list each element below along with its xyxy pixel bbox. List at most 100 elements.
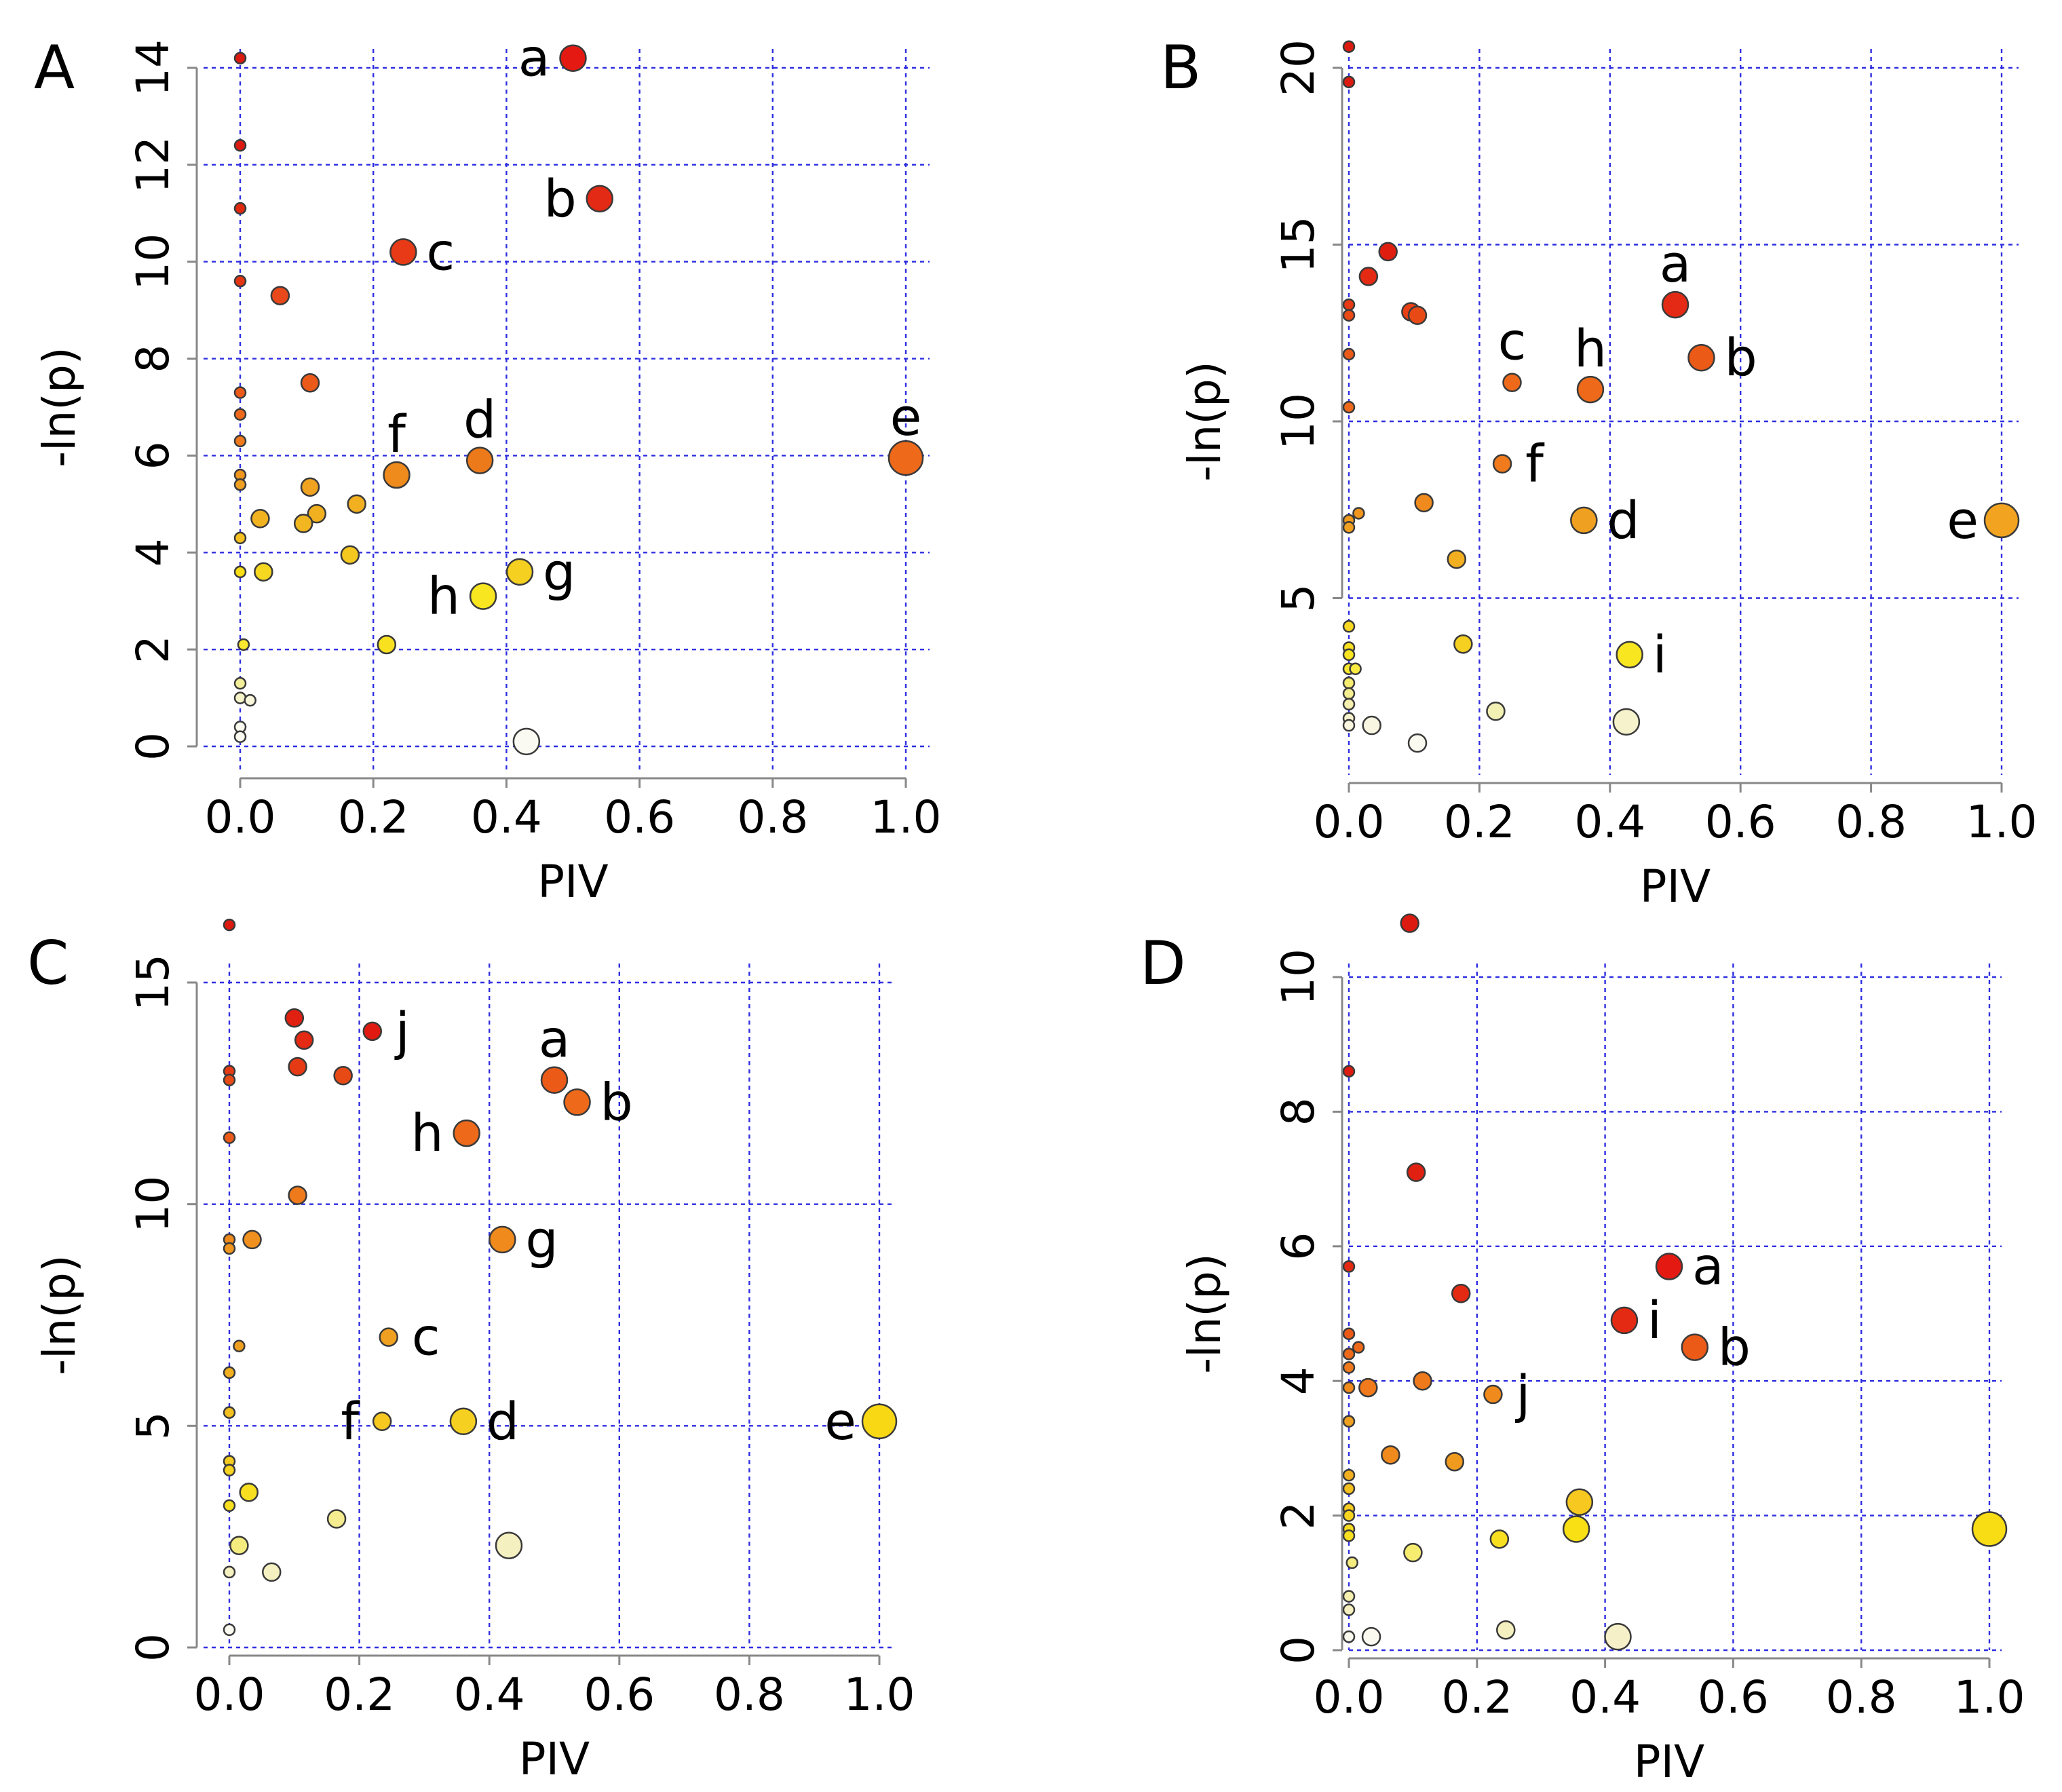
data-point: [223, 1464, 236, 1476]
x-tick-label: 0.0: [194, 1669, 265, 1721]
data-point: [1451, 1283, 1471, 1303]
data-point: [1407, 733, 1428, 753]
panel-letter: C: [27, 928, 69, 998]
y-tick-label: 0: [127, 1633, 179, 1662]
panel-letter: B: [1160, 33, 1201, 102]
data-point: [233, 408, 247, 421]
data-point: [377, 634, 397, 655]
data-point: [233, 434, 247, 448]
data-point: [449, 1407, 478, 1436]
x-tick-label: 1.0: [871, 791, 942, 843]
point-label: b: [1724, 327, 1757, 387]
data-point: [340, 545, 360, 565]
point-label: g: [543, 541, 575, 602]
data-point: [288, 1185, 307, 1205]
data-point: [250, 509, 270, 529]
data-point: [1414, 493, 1434, 513]
x-tick-label: 0.4: [454, 1669, 525, 1721]
x-tick-label: 0.4: [471, 791, 542, 843]
x-tick-label: 0.2: [324, 1669, 395, 1721]
data-point: [1655, 1253, 1683, 1280]
data-point: [1604, 1622, 1632, 1651]
x-tick-label: 0.4: [1569, 1671, 1641, 1723]
y-axis-title: -ln(p): [33, 1255, 85, 1375]
panel-a: A 0.0 0.2 0.4 0.6 0.8 1.0 0 2 4 6 8 10 12 14 PIV -ln(p) a…: [33, 28, 941, 908]
y-tick-label: 2: [1272, 1502, 1324, 1530]
x-tick-label: 1.0: [1966, 796, 2038, 848]
data-point: [379, 1327, 398, 1347]
x-tick-label: 0.6: [584, 1669, 655, 1721]
x-axis-title: PIV: [1634, 1736, 1704, 1788]
point-label: a: [518, 28, 550, 88]
point-label: a: [539, 1009, 571, 1069]
data-point: [233, 565, 247, 579]
data-point: [563, 1088, 591, 1116]
data-point: [233, 139, 247, 152]
data-point: [1352, 1341, 1365, 1354]
y-axis-title: -ln(p): [33, 347, 85, 467]
y-tick-label: 12: [127, 136, 179, 193]
data-point: [495, 1531, 523, 1559]
panel-c: C 0.0 0.2 0.4 0.6 0.8 1.0 0 5 10 15 PIV -ln(p) ab cd e f…: [27, 918, 915, 1785]
data-point: [1342, 619, 1356, 633]
data-point: [223, 1565, 236, 1579]
point-label: a: [1692, 1236, 1724, 1297]
data-point: [233, 531, 247, 545]
x-tick-label: 0.4: [1574, 796, 1645, 848]
point-label: j: [1514, 1364, 1530, 1424]
x-axis-title: PIV: [1640, 860, 1711, 913]
data-point: [1345, 1556, 1358, 1569]
y-tick-label: 5: [1272, 584, 1324, 613]
y-tick-label: 10: [127, 1176, 179, 1233]
data-point: [233, 676, 247, 690]
data-point: [233, 478, 247, 491]
data-point: [1378, 242, 1398, 262]
data-point: [239, 1483, 259, 1502]
data-point: [861, 1403, 898, 1440]
y-tick-label: 20: [1272, 39, 1324, 96]
point-label: c: [412, 1307, 440, 1367]
panel-d: D 0.0 0.2 0.4 0.6 0.8 1.0 0 2 4 6 8 10 PIV -ln(p) abi j: [1140, 913, 2025, 1788]
data-point: [288, 1056, 307, 1077]
point-label: i: [1653, 624, 1667, 685]
data-point: [223, 1406, 236, 1419]
data-point: [244, 693, 256, 707]
data-point: [465, 446, 494, 474]
data-point: [1445, 1451, 1465, 1472]
point-label: c: [1498, 311, 1527, 372]
data-point: [469, 582, 497, 610]
y-tick-label: 0: [1272, 1636, 1324, 1664]
data-point: [1342, 1415, 1356, 1428]
panel-letter: A: [34, 33, 75, 102]
data-point: [1342, 676, 1356, 689]
data-point: [1612, 708, 1641, 736]
data-point: [1342, 1348, 1356, 1360]
data-point: [254, 562, 273, 582]
point-label: b: [1718, 1317, 1751, 1377]
data-point: [505, 558, 534, 586]
data-point: [223, 1499, 236, 1512]
y-axis-title: -ln(p): [1179, 361, 1231, 481]
y-tick-label: 0: [127, 732, 179, 761]
y-tick-label: 4: [1272, 1367, 1324, 1395]
data-point: [233, 275, 247, 288]
point-label: i: [1647, 1290, 1662, 1350]
data-point: [1406, 1162, 1426, 1182]
data-point: [262, 1562, 282, 1582]
point-label: j: [394, 1001, 410, 1061]
y-tick-label: 4: [127, 538, 179, 567]
data-point: [1342, 1468, 1356, 1482]
point-label: e: [1947, 490, 1979, 550]
y-tick-label: 10: [1272, 393, 1324, 450]
data-point: [1342, 309, 1356, 322]
data-point: [1342, 1260, 1356, 1273]
data-point: [1342, 1630, 1356, 1643]
data-point: [233, 730, 247, 743]
data-point: [223, 918, 236, 932]
data-point: [229, 1536, 249, 1555]
x-tick-label: 0.6: [1705, 796, 1776, 848]
point-label: d: [1607, 490, 1639, 550]
x-tick-label: 0.2: [338, 791, 409, 843]
point-label: f: [341, 1391, 360, 1451]
data-point: [270, 286, 290, 305]
